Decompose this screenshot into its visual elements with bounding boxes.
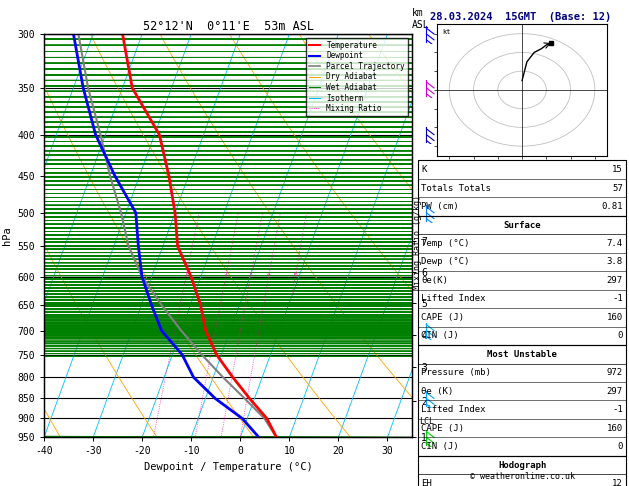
Y-axis label: hPa: hPa <box>2 226 12 245</box>
Text: LCL: LCL <box>420 417 435 426</box>
Text: 160: 160 <box>606 424 623 433</box>
Text: Mixing Ratio (g/kg): Mixing Ratio (g/kg) <box>413 195 422 291</box>
Text: 3: 3 <box>248 272 252 277</box>
Text: CAPE (J): CAPE (J) <box>421 424 464 433</box>
Legend: Temperature, Dewpoint, Parcel Trajectory, Dry Adiabat, Wet Adiabat, Isotherm, Mi: Temperature, Dewpoint, Parcel Trajectory… <box>306 38 408 116</box>
Text: Lifted Index: Lifted Index <box>421 295 486 303</box>
Text: 28.03.2024  15GMT  (Base: 12): 28.03.2024 15GMT (Base: 12) <box>430 12 611 22</box>
Text: 15: 15 <box>612 165 623 174</box>
Text: -1: -1 <box>612 295 623 303</box>
Text: Pressure (mb): Pressure (mb) <box>421 368 491 377</box>
Text: 297: 297 <box>606 276 623 285</box>
Text: km
ASL: km ASL <box>412 8 430 30</box>
Title: 52°12'N  0°11'E  53m ASL: 52°12'N 0°11'E 53m ASL <box>143 20 313 33</box>
Text: 3.8: 3.8 <box>606 258 623 266</box>
Text: 972: 972 <box>606 368 623 377</box>
Text: CIN (J): CIN (J) <box>421 442 459 451</box>
Text: Lifted Index: Lifted Index <box>421 405 486 414</box>
Text: © weatheronline.co.uk: © weatheronline.co.uk <box>470 472 574 481</box>
Text: 6: 6 <box>293 272 297 277</box>
Text: Most Unstable: Most Unstable <box>487 350 557 359</box>
Text: K: K <box>421 165 427 174</box>
Text: θe (K): θe (K) <box>421 387 454 396</box>
Text: 0: 0 <box>617 331 623 340</box>
Text: 2: 2 <box>224 272 228 277</box>
Text: CIN (J): CIN (J) <box>421 331 459 340</box>
Text: Surface: Surface <box>503 221 541 229</box>
Text: 1: 1 <box>184 272 188 277</box>
Text: θe(K): θe(K) <box>421 276 448 285</box>
Text: 160: 160 <box>606 313 623 322</box>
Text: 0.81: 0.81 <box>601 202 623 211</box>
Text: 4: 4 <box>267 272 270 277</box>
Text: kt: kt <box>442 29 450 35</box>
Text: 0: 0 <box>617 442 623 451</box>
Text: 297: 297 <box>606 387 623 396</box>
Text: Temp (°C): Temp (°C) <box>421 239 470 248</box>
Text: 57: 57 <box>612 184 623 192</box>
X-axis label: Dewpoint / Temperature (°C): Dewpoint / Temperature (°C) <box>143 462 313 472</box>
Text: Hodograph: Hodograph <box>498 461 546 469</box>
Text: CAPE (J): CAPE (J) <box>421 313 464 322</box>
Text: 12: 12 <box>612 479 623 486</box>
Text: EH: EH <box>421 479 432 486</box>
Text: -1: -1 <box>612 405 623 414</box>
Text: Dewp (°C): Dewp (°C) <box>421 258 470 266</box>
Text: PW (cm): PW (cm) <box>421 202 459 211</box>
Text: Totals Totals: Totals Totals <box>421 184 491 192</box>
Text: 7.4: 7.4 <box>606 239 623 248</box>
